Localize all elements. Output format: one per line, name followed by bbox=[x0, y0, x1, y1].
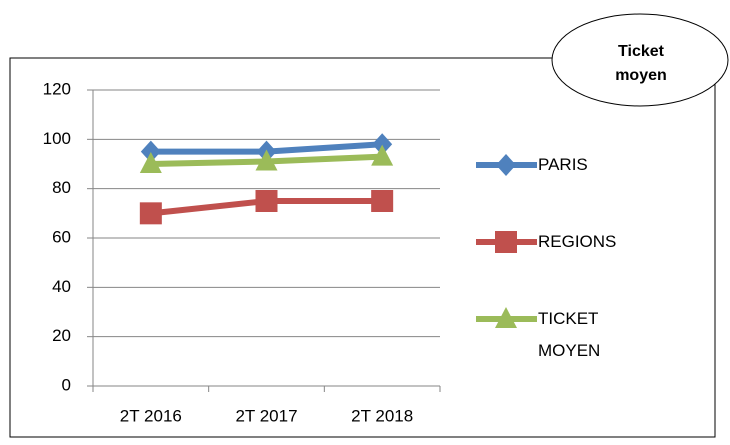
legend-label: TICKET MOYEN bbox=[538, 309, 601, 360]
marker bbox=[139, 202, 162, 225]
y-tick-label: 20 bbox=[52, 326, 71, 345]
x-tick-label: 2T 2016 bbox=[120, 406, 182, 425]
y-tick-label: 120 bbox=[43, 79, 71, 98]
legend-label: PARIS bbox=[538, 155, 588, 174]
marker bbox=[496, 154, 516, 176]
marker bbox=[255, 190, 278, 212]
annotation: Ticket moyen bbox=[615, 43, 667, 84]
marker bbox=[140, 140, 161, 163]
marker bbox=[371, 144, 394, 166]
y-tick-label: 40 bbox=[52, 277, 71, 296]
y-tick-label: 80 bbox=[52, 178, 71, 197]
y-tick-label: 60 bbox=[52, 227, 71, 246]
legend-label: REGIONS bbox=[538, 232, 617, 251]
marker bbox=[371, 190, 394, 212]
marker bbox=[372, 133, 393, 156]
x-tick-label: 2T 2018 bbox=[351, 406, 413, 425]
marker bbox=[495, 231, 517, 253]
marker bbox=[139, 152, 162, 173]
y-tick-label: 0 bbox=[62, 375, 71, 394]
note-ellipse bbox=[551, 13, 729, 107]
marker bbox=[495, 307, 517, 328]
y-tick-label: 100 bbox=[43, 129, 71, 148]
marker bbox=[255, 149, 278, 171]
x-tick-label: 2T 2017 bbox=[235, 406, 297, 425]
chart-border bbox=[9, 57, 716, 438]
